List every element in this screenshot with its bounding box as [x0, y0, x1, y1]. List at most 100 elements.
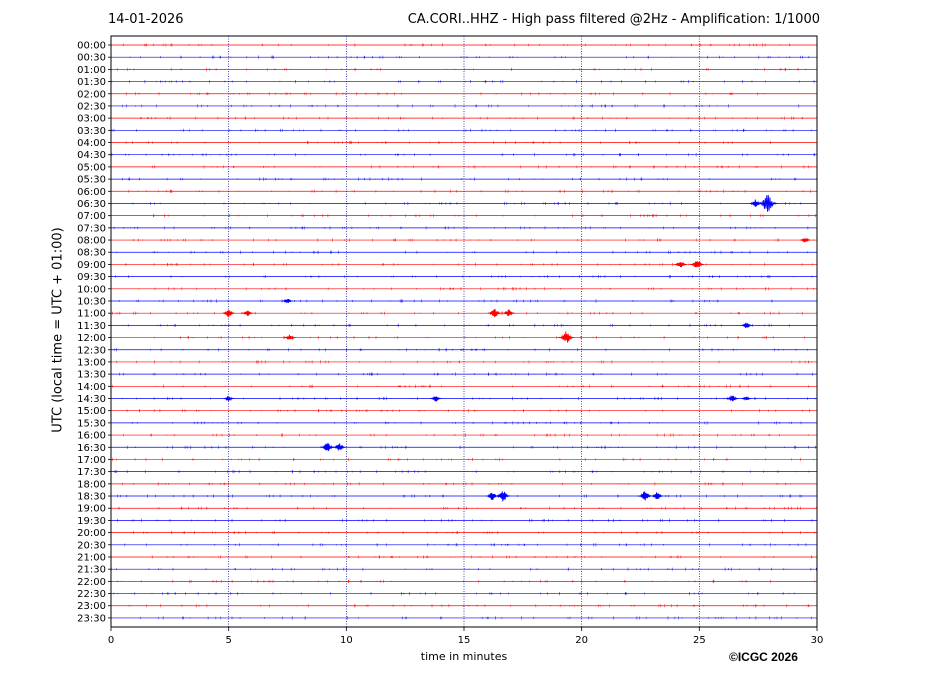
trace-noise: [151, 555, 813, 559]
y-tick-label: 18:30: [77, 492, 106, 503]
event-burst-1630: [332, 443, 346, 451]
event-burst-0800: [799, 237, 811, 243]
x-tick-label: 15: [458, 635, 471, 646]
y-tick-label: 22:30: [77, 589, 106, 600]
y-tick-label: 22:00: [77, 577, 106, 588]
seismic-events: [222, 195, 811, 502]
y-tick-label: 09:00: [77, 260, 106, 271]
trace-noise: [129, 55, 810, 59]
event-burst-0900: [674, 262, 687, 268]
event-burst-0900: [690, 261, 704, 268]
trace-noise: [127, 445, 816, 449]
y-tick-label: 16:30: [77, 443, 106, 454]
y-tick-label: 12:30: [77, 345, 106, 356]
event-burst-1130: [740, 322, 752, 328]
y-tick-label: 16:00: [77, 431, 106, 442]
y-tick-label: 06:00: [77, 187, 106, 198]
y-tick-label: 06:30: [77, 199, 106, 210]
trace-noise: [111, 79, 815, 84]
x-tick-label: 30: [811, 635, 824, 646]
plot-frame: [110, 35, 818, 628]
y-tick-label: 09:30: [77, 272, 106, 283]
event-burst-0630: [749, 199, 762, 207]
event-burst-1100: [242, 310, 253, 316]
event-burst-1100: [502, 309, 515, 317]
x-tick-label: 5: [225, 635, 231, 646]
trace-noise: [153, 214, 816, 218]
trace-noise: [114, 348, 808, 352]
copyright-label: ©ICGC 2026: [729, 650, 798, 664]
y-tick-label: 11:30: [77, 321, 106, 332]
trace-noise: [118, 506, 817, 510]
trace-noise: [116, 360, 813, 364]
x-axis-label: time in minutes: [420, 650, 508, 663]
event-burst-1100: [487, 308, 502, 318]
trace-noise: [111, 128, 812, 132]
event-burst-1430: [223, 396, 234, 402]
trace-noise: [123, 433, 809, 437]
y-tick-label: 12:00: [77, 333, 106, 344]
y-tick-label: 00:30: [77, 53, 106, 64]
y-tick-label: 04:00: [77, 138, 106, 149]
trace-noise: [112, 457, 814, 462]
y-tick-label: 10:00: [77, 284, 106, 295]
event-burst-1030: [282, 298, 293, 304]
trace-noise: [126, 409, 810, 413]
trace-noise: [122, 177, 817, 181]
trace-noise: [123, 43, 791, 47]
y-tick-label: 03:30: [77, 126, 106, 137]
event-burst-1100: [222, 310, 235, 318]
trace-noise: [138, 287, 814, 291]
trace-noise: [117, 518, 813, 523]
y-tick-label: 03:00: [77, 114, 106, 125]
trace-noise: [117, 67, 806, 72]
y-tick-label: 15:00: [77, 406, 106, 417]
trace-noise: [131, 421, 802, 425]
trace-noise: [122, 482, 791, 486]
trace-noise: [130, 530, 816, 535]
y-tick-label: 14:00: [77, 382, 106, 393]
y-tick-label: 13:30: [77, 370, 106, 381]
trace-noise: [112, 384, 809, 388]
trace-noise: [118, 299, 773, 303]
y-tick-label: 02:30: [77, 101, 106, 112]
x-tick-label: 10: [340, 635, 353, 646]
chart-title: CA.CORI..HHZ - High pass filtered @2Hz -…: [407, 12, 820, 27]
y-tick-label: 13:00: [77, 357, 106, 368]
trace-noise: [116, 250, 808, 254]
event-burst-1830: [637, 491, 653, 501]
trace-noise: [128, 604, 810, 608]
y-tick-label: 20:30: [77, 540, 106, 551]
trace-noise: [111, 567, 817, 571]
trace-noise: [139, 616, 812, 620]
vertical-grid: [228, 36, 700, 627]
trace-noise: [124, 543, 807, 547]
trace-noise: [125, 92, 765, 96]
y-tick-label: 05:00: [77, 162, 106, 173]
trace-noise: [122, 323, 790, 328]
y-tick-label: 07:00: [77, 211, 106, 222]
event-burst-1830: [650, 492, 664, 500]
event-burst-1200: [558, 331, 575, 343]
event-burst-1430: [726, 395, 739, 402]
y-tick-label: 17:30: [77, 467, 106, 478]
y-tick-label: 08:00: [77, 236, 106, 247]
y-tick-label: 17:00: [77, 455, 106, 466]
y-tick-label: 20:00: [77, 528, 106, 539]
event-burst-1200: [283, 334, 296, 341]
event-burst-1430: [741, 396, 752, 401]
y-tick-label: 18:00: [77, 479, 106, 490]
y-tick-label: 02:00: [77, 89, 106, 100]
trace-noise: [113, 226, 809, 230]
trace-noise: [114, 470, 810, 474]
y-tick-label: 21:30: [77, 565, 106, 576]
trace-noise: [117, 579, 815, 584]
y-tick-label: 21:00: [77, 552, 106, 563]
x-tick-label: 0: [108, 635, 114, 646]
trace-noise: [110, 140, 772, 145]
y-tick-label: 00:00: [77, 41, 106, 52]
y-tick-label: 23:00: [77, 601, 106, 612]
y-tick-label: 01:00: [77, 65, 106, 76]
